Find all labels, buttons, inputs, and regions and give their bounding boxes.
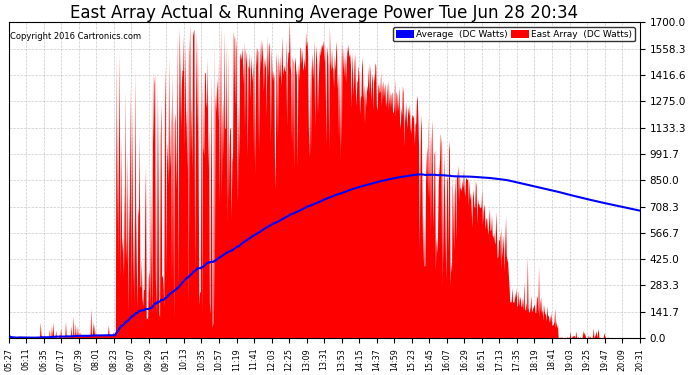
Legend: Average  (DC Watts), East Array  (DC Watts): Average (DC Watts), East Array (DC Watts… [393,27,635,41]
Title: East Array Actual & Running Average Power Tue Jun 28 20:34: East Array Actual & Running Average Powe… [70,4,578,22]
Text: Copyright 2016 Cartronics.com: Copyright 2016 Cartronics.com [10,32,141,41]
